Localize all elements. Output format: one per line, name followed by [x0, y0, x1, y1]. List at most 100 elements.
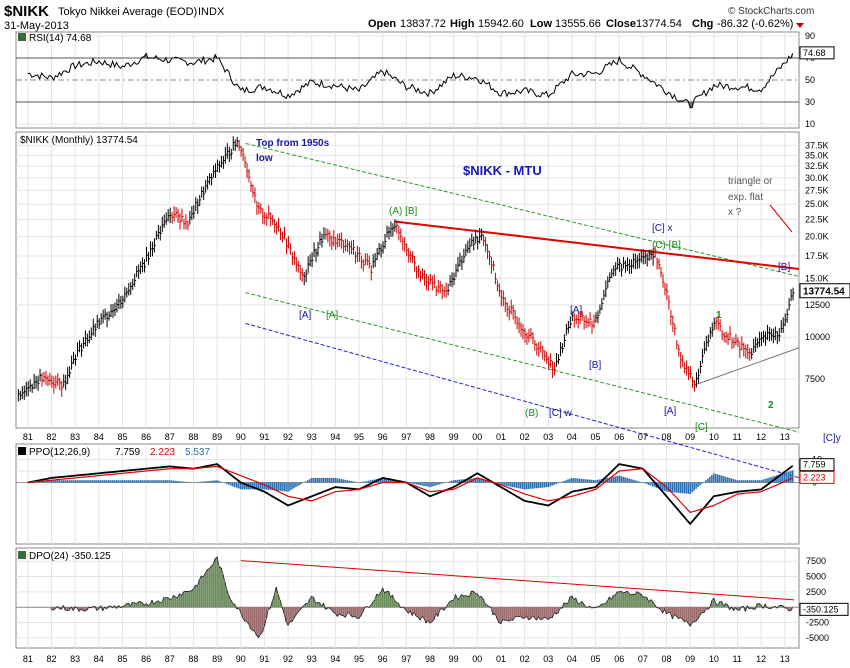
x-tick-label-price: 89 [212, 432, 222, 442]
x-tick-label-bottom: 08 [662, 654, 672, 664]
x-tick-label-bottom: 93 [307, 654, 317, 664]
price-tick-label: 20.0K [805, 232, 829, 242]
ppo-value-label: 7.759 [115, 447, 140, 458]
rsi-legend-icon [18, 33, 26, 41]
price-tick-label: 22.5K [805, 215, 829, 225]
signal-current-label: 2.223 [803, 472, 826, 482]
dpo-tick-label: 7500 [806, 556, 826, 566]
x-tick-label-price: 91 [259, 432, 269, 442]
wave-c-09: [C] [695, 422, 708, 433]
annotations: $NIKK - MTU Top from 1950s low triangle … [256, 138, 841, 444]
x-tick-label-bottom: 84 [94, 654, 104, 664]
axis-layer: 81 81 82 82 83 83 84 84 85 85 86 86 87 87 88 88 89 89 90 90… [23, 31, 850, 664]
x-tick-label-price: 01 [496, 432, 506, 442]
x-tick-label-price: 83 [70, 432, 80, 442]
x-tick-label-price: 85 [117, 432, 127, 442]
dpo-tick-label: -5000 [806, 633, 829, 643]
triangle-note-3: x ? [728, 207, 742, 218]
x-tick-label-bottom: 89 [212, 654, 222, 664]
dpo-tick-label: -2500 [806, 618, 829, 628]
x-tick-label-price: 06 [614, 432, 624, 442]
price-last-label: 13774.54 [803, 287, 845, 298]
wave-c-x: [C] x [652, 223, 673, 234]
x-tick-label-price: 95 [354, 432, 364, 442]
price-tick-label: 32.5K [805, 161, 829, 171]
wave-1: 1 [716, 310, 722, 321]
x-tick-label-price: 82 [46, 432, 56, 442]
x-tick-label-price: 90 [236, 432, 246, 442]
chg-label: Chg [692, 18, 713, 30]
rsi-tick-label: 10 [805, 119, 815, 129]
signal-value-label: 2.223 [150, 447, 175, 458]
x-tick-label-price: 04 [567, 432, 577, 442]
symbol-title: $NIKK [4, 3, 49, 20]
top-label-2: low [256, 153, 273, 164]
high-value: 15942.60 [478, 18, 524, 30]
wave-a-93-green: [A] [326, 310, 338, 321]
x-tick-label-price: 98 [425, 432, 435, 442]
channel-upper-green [245, 142, 800, 277]
wave-b-13: [B] [778, 262, 790, 273]
x-tick-label-bottom: 91 [259, 654, 269, 664]
x-tick-label-price: 93 [307, 432, 317, 442]
x-tick-label-bottom: 90 [236, 654, 246, 664]
high-label: High [450, 18, 475, 30]
price-tick-label: 15.0K [805, 273, 829, 283]
price-panel [15, 131, 800, 429]
ppo-line [27, 463, 794, 526]
x-tick-label-price: 12 [756, 432, 766, 442]
ppo-current-label: 7.759 [803, 460, 826, 470]
rsi-current-label: 74.68 [803, 48, 826, 58]
rsi-tick-label: 50 [805, 75, 815, 85]
channel-lower-green [245, 292, 800, 433]
wave-a-b-96: (A) [B] [389, 206, 418, 217]
wave-b-05: [B] [589, 360, 601, 371]
top-label: Top from 1950s [256, 138, 330, 149]
price-tick-label: 10000 [805, 332, 830, 342]
x-tick-label-bottom: 00 [472, 654, 482, 664]
x-tick-label-bottom: 01 [496, 654, 506, 664]
x-tick-label-bottom: 87 [165, 654, 175, 664]
x-tick-label-price: 11 [732, 432, 741, 442]
x-tick-label-price: 13 [780, 432, 790, 442]
wave-b-02: (B) [525, 408, 538, 419]
wave-2: 2 [768, 400, 774, 411]
low-value: 13555.66 [555, 18, 601, 30]
x-tick-label-bottom: 13 [780, 654, 790, 664]
price-layer [17, 136, 800, 479]
x-tick-label-price: 02 [520, 432, 530, 442]
chart-main-title: $NIKK - MTU [463, 163, 542, 178]
dpo-current-box [799, 602, 849, 616]
ppo-title-text: PPO(12,26,9) [29, 447, 90, 458]
x-tick-label-bottom: 88 [188, 654, 198, 664]
x-tick-label-bottom: 05 [591, 654, 601, 664]
dpo-tick-label: 5000 [806, 572, 826, 582]
price-tick-label: 17.5K [805, 251, 829, 261]
wave-a-08: [A] [664, 406, 676, 417]
rsi-tick-label: 30 [805, 97, 815, 107]
x-tick-label-bottom: 97 [401, 654, 411, 664]
x-tick-label-bottom: 92 [283, 654, 293, 664]
index-name: Tokyo Nikkei Average (EOD) [58, 6, 197, 18]
x-tick-label-bottom: 06 [614, 654, 624, 664]
ppo-title: PPO(12,26,9) 7.759 2.223 5.537 [18, 447, 210, 458]
price-tick-label: 30.0K [805, 173, 829, 183]
brand-label: © StockCharts.com [728, 6, 814, 17]
price-tick-label: 37.5K [805, 140, 829, 150]
dpo-panel [15, 547, 800, 649]
open-value: 13837.72 [400, 18, 446, 30]
x-tick-label-price: 87 [165, 432, 175, 442]
dpo-title: DPO(24) -350.125 [29, 551, 111, 562]
down-arrow-icon [796, 23, 804, 28]
dpo-trend-line [240, 560, 795, 601]
wave-c-y: [C]y [823, 433, 841, 444]
wave-c-b-07: (C) [B] [652, 240, 681, 251]
price-tick-label: 27.5K [805, 185, 829, 195]
x-tick-label-price: 00 [472, 432, 482, 442]
triangle-note-1: triangle or [728, 176, 773, 187]
x-tick-label-price: 97 [401, 432, 411, 442]
ppo-legend-icon [18, 447, 26, 455]
x-tick-label-bottom: 82 [46, 654, 56, 664]
x-tick-label-bottom: 81 [23, 654, 33, 664]
